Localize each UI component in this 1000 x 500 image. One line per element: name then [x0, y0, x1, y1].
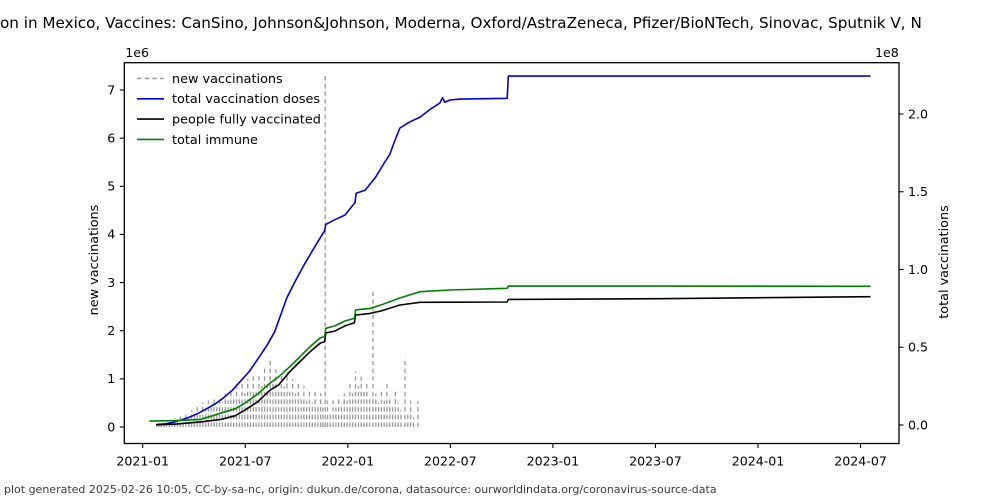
- legend-label: total immune: [172, 133, 258, 148]
- y-left-axis-label: new vaccinations: [87, 204, 102, 315]
- y-left-tick-label: 3: [107, 275, 115, 290]
- series-layer: [149, 75, 871, 427]
- footer-note: plot generated 2025-02-26 10:05, CC-by-s…: [4, 483, 717, 496]
- y-right-axis-label: total vaccinations: [937, 205, 952, 319]
- x-tick-label: 2022-07: [424, 454, 477, 469]
- x-axis: 2021-01 2021-07 2022-01 2022-07 2023-01 2023-…: [116, 443, 887, 469]
- y-right-tick-label: 1.5: [908, 184, 928, 199]
- y-left-tick-label: 6: [107, 130, 115, 145]
- x-tick-label: 2022-01: [321, 454, 374, 469]
- y-right-tick-label: 2.0: [908, 106, 928, 121]
- legend-label: new vaccinations: [172, 72, 283, 87]
- y-right-tick-label: 1.0: [908, 262, 928, 277]
- x-tick-label: 2021-07: [219, 454, 272, 469]
- y-left-tick-label: 2: [107, 323, 115, 338]
- legend: new vaccinations total vaccination doses p…: [137, 72, 321, 148]
- x-tick-label: 2021-01: [116, 454, 169, 469]
- legend-label: people fully vaccinated: [172, 113, 321, 128]
- y-left-offset-text: 1e6: [125, 45, 149, 60]
- y-right-tick-label: 0.5: [908, 340, 928, 355]
- series-total-vaccination-doses: [156, 75, 871, 426]
- y-left-tick-label: 0: [107, 419, 115, 434]
- y-left-tick-label: 1: [107, 371, 115, 386]
- x-tick-label: 2023-07: [629, 454, 682, 469]
- y-left-tick-label: 4: [107, 227, 115, 242]
- x-tick-label: 2023-01: [527, 454, 580, 469]
- legend-label: total vaccination doses: [172, 92, 320, 107]
- series-people-fully-vaccinated: [156, 295, 871, 426]
- x-tick-label: 2024-01: [732, 454, 785, 469]
- y-left-tick-label: 7: [107, 82, 115, 97]
- chart-title: on in Mexico, Vaccines: CanSino, Johnson…: [0, 14, 922, 32]
- series-total-immune: [149, 285, 871, 422]
- y-right-offset-text: 1e8: [875, 45, 899, 60]
- x-tick-label: 2024-07: [834, 454, 887, 469]
- y-axis-right: 0.0 0.5 1.0 1.5 2.0 1e8 total vaccinations: [875, 45, 952, 432]
- axes-frame: [123, 62, 900, 445]
- y-left-tick-label: 5: [107, 179, 115, 194]
- y-axis-left: 0 1 2 3 4 5 6 7 1e6 new vaccinations: [87, 45, 149, 434]
- y-right-tick-label: 0.0: [908, 417, 928, 432]
